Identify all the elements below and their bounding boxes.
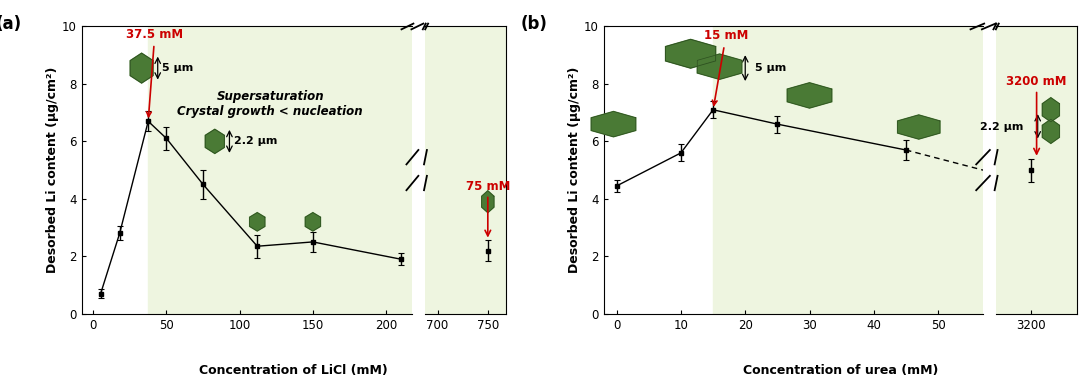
Text: (a): (a) bbox=[0, 15, 22, 33]
Text: 5 μm: 5 μm bbox=[755, 63, 787, 73]
Polygon shape bbox=[1042, 119, 1060, 143]
Text: 75 mM: 75 mM bbox=[466, 180, 510, 193]
Polygon shape bbox=[1042, 98, 1060, 122]
Text: 5 μm: 5 μm bbox=[162, 63, 194, 73]
Text: Concentration of urea (mM): Concentration of urea (mM) bbox=[743, 364, 938, 377]
Polygon shape bbox=[249, 212, 264, 231]
Bar bbox=[713, 26, 984, 314]
Polygon shape bbox=[306, 212, 321, 231]
Polygon shape bbox=[131, 53, 153, 83]
Polygon shape bbox=[206, 129, 224, 153]
Bar bbox=[148, 26, 412, 314]
Text: Supersaturation
Crystal growth < nucleation: Supersaturation Crystal growth < nucleat… bbox=[177, 90, 363, 118]
Polygon shape bbox=[591, 112, 635, 137]
Polygon shape bbox=[666, 39, 716, 68]
Text: (b): (b) bbox=[520, 15, 547, 33]
Bar bbox=[997, 26, 1077, 314]
Text: 2.2 μm: 2.2 μm bbox=[980, 122, 1024, 132]
Text: 15 mM: 15 mM bbox=[704, 29, 749, 105]
Polygon shape bbox=[788, 83, 831, 108]
Bar bbox=[425, 26, 506, 314]
Text: 3200 mM: 3200 mM bbox=[1006, 75, 1067, 88]
Polygon shape bbox=[482, 191, 494, 212]
Y-axis label: Desorbed Li content (μg/cm²): Desorbed Li content (μg/cm²) bbox=[568, 67, 581, 273]
Polygon shape bbox=[697, 54, 742, 79]
Text: Concentration of LiCl (mM): Concentration of LiCl (mM) bbox=[199, 364, 388, 377]
Text: 2.2 μm: 2.2 μm bbox=[234, 136, 277, 146]
Y-axis label: Desorbed Li content (μg/cm²): Desorbed Li content (μg/cm²) bbox=[46, 67, 59, 273]
Text: 37.5 mM: 37.5 mM bbox=[126, 28, 184, 117]
Polygon shape bbox=[898, 115, 940, 139]
